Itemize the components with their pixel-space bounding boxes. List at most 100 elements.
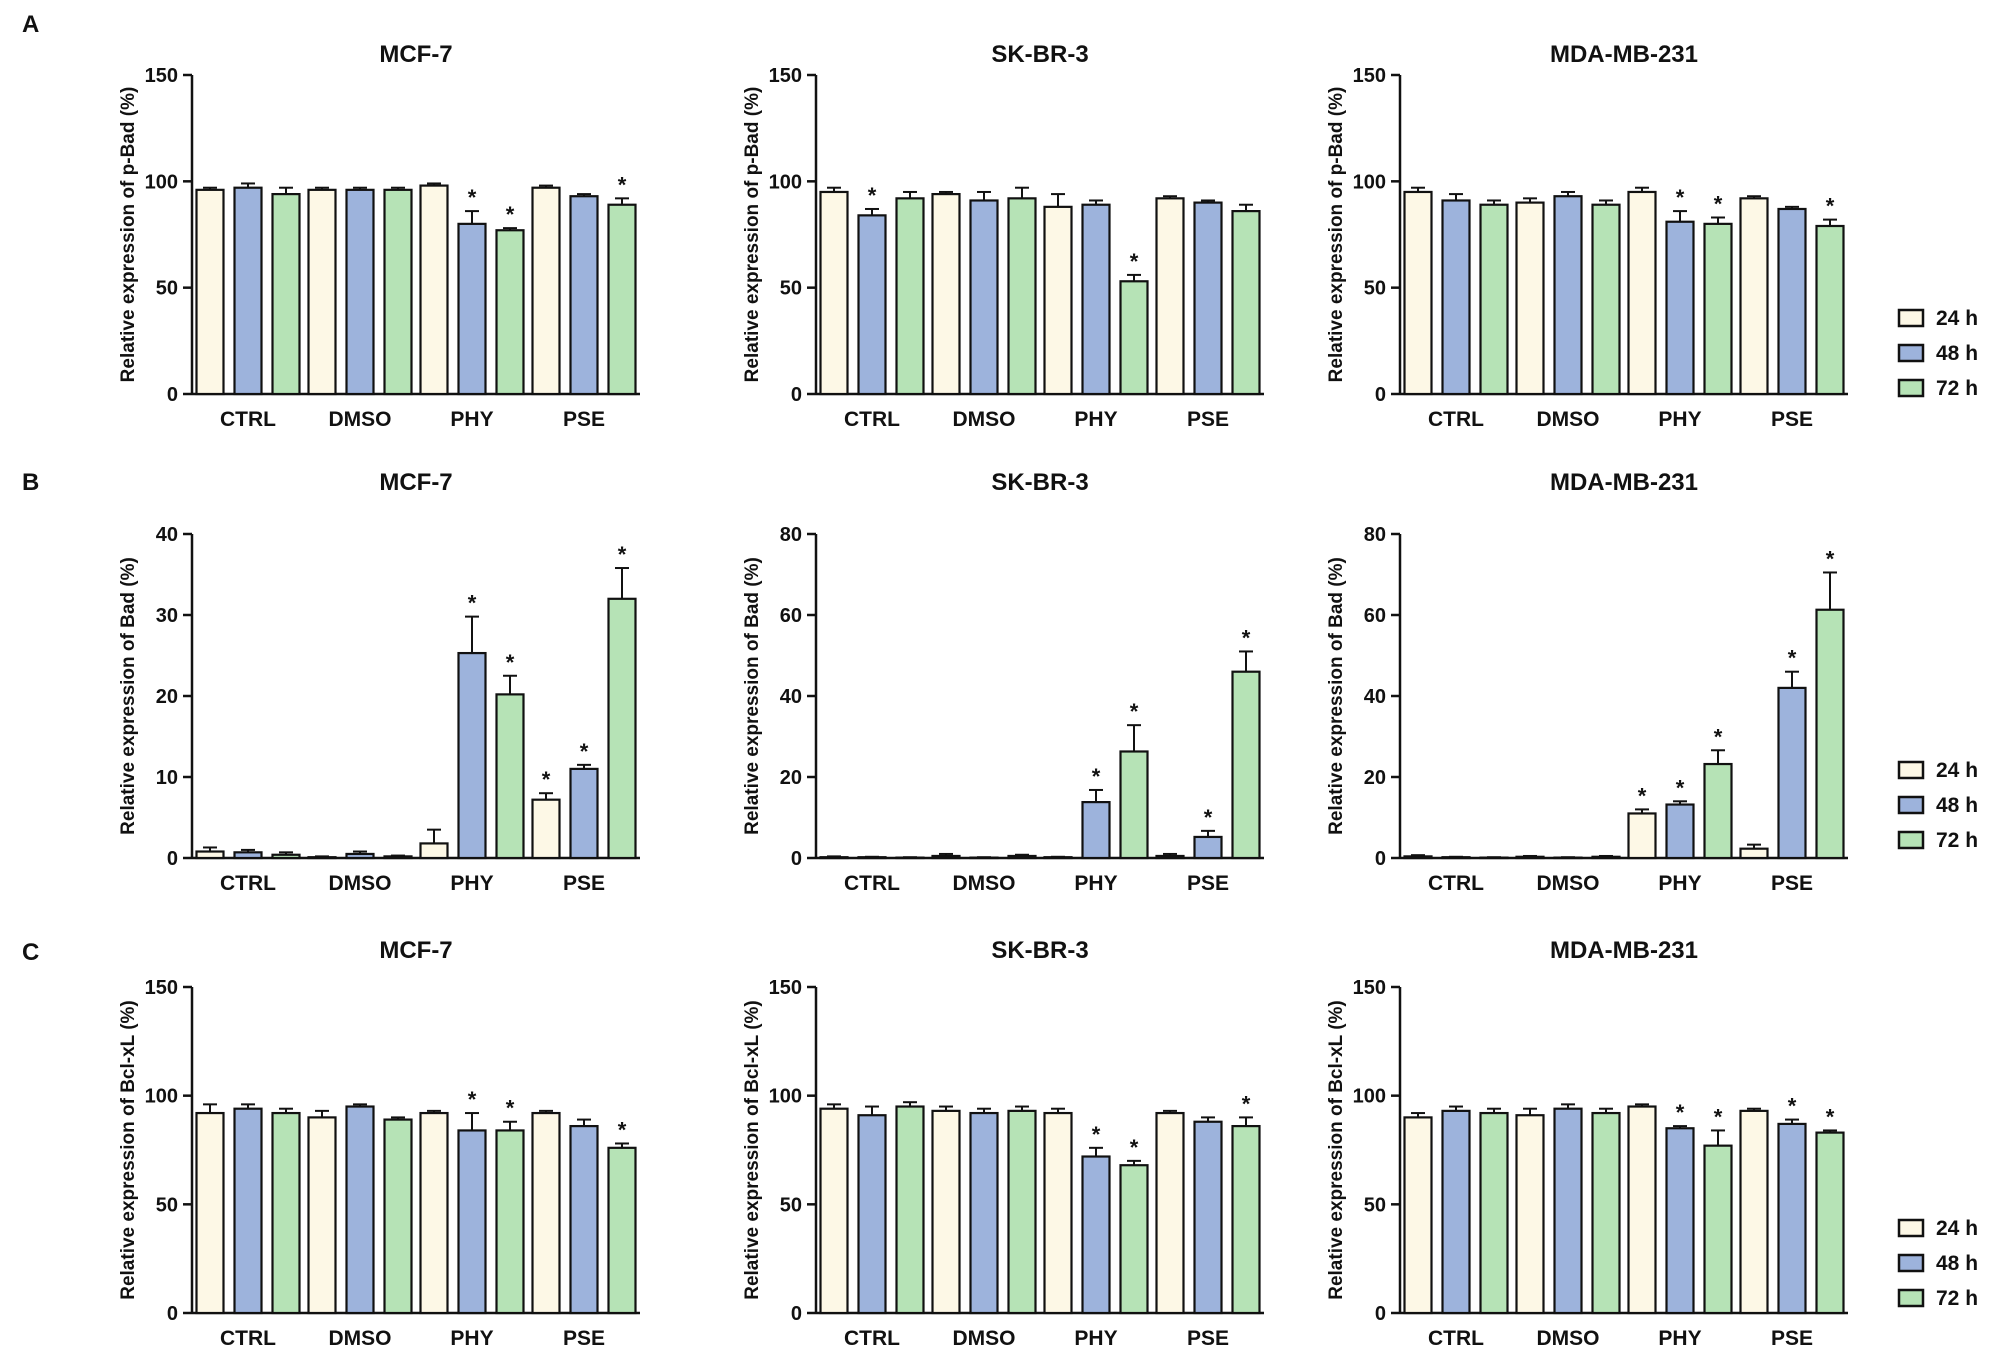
chart-title: MDA-MB-231 [1550, 41, 1698, 68]
legend-swatch [1897, 378, 1925, 398]
bar [1627, 190, 1657, 396]
chart-title: SK-BR-3 [991, 469, 1088, 496]
bar [345, 1105, 375, 1315]
y-tick-label: 150 [769, 977, 802, 999]
bar [1081, 801, 1111, 860]
y-tick-label: 50 [1364, 1194, 1386, 1216]
x-category-label: DMSO [953, 408, 1016, 431]
significance-marker: * [506, 202, 515, 227]
significance-marker: * [1242, 625, 1251, 650]
significance-marker: * [1130, 699, 1139, 724]
chart-title: MCF-7 [379, 937, 452, 964]
bar [1815, 224, 1845, 396]
legends-layer: 24 h 48 h 72 h 24 h 48 h 72 h 24 h 48 h 72 h [1897, 307, 1978, 1310]
y-tick-label: 100 [145, 1086, 178, 1108]
significance-marker: * [1788, 646, 1797, 671]
significance-marker: * [618, 172, 627, 197]
x-category-label: CTRL [844, 872, 900, 895]
bar [1403, 855, 1433, 860]
x-category-label: PHY [450, 1327, 493, 1350]
x-category-label: CTRL [1428, 408, 1484, 431]
legend-swatch [1897, 308, 1925, 328]
significance-marker: * [1676, 775, 1685, 800]
bar [1777, 1122, 1807, 1315]
bar [1403, 1116, 1433, 1315]
bar [1231, 670, 1261, 860]
x-category-label: DMSO [329, 408, 392, 431]
significance-marker: * [506, 650, 515, 675]
y-axis-label: Relative expression of Bad (%) [742, 557, 763, 835]
significance-marker: * [1638, 783, 1647, 808]
bar [1777, 207, 1807, 396]
bar [345, 852, 375, 860]
significance-marker: * [1676, 185, 1685, 210]
bar [1777, 686, 1807, 860]
bar [1591, 1111, 1621, 1315]
chart-title: MCF-7 [379, 469, 452, 496]
bar [1479, 203, 1509, 396]
bar [819, 190, 849, 396]
x-category-label: CTRL [1428, 872, 1484, 895]
bar [383, 1118, 413, 1315]
legend-swatch [1897, 1288, 1925, 1308]
bar [1553, 1107, 1583, 1315]
x-category-label: PSE [1187, 872, 1229, 895]
legend-b: 24 h 48 h 72 h [1897, 759, 1978, 852]
bar [1665, 1127, 1695, 1315]
bar [1441, 199, 1471, 396]
bar [531, 1111, 561, 1315]
x-category-label: PSE [563, 872, 605, 895]
x-category-label: PHY [450, 872, 493, 895]
significance-marker: * [580, 739, 589, 764]
bar [1231, 1124, 1261, 1315]
bar [195, 188, 225, 396]
bar [457, 222, 487, 396]
x-category-label: DMSO [953, 1327, 1016, 1350]
bar [1193, 201, 1223, 396]
significance-marker: * [542, 767, 551, 792]
chart-c-3: MDA-MB-231 Relative expression of Bcl-xL … [1326, 937, 1848, 1350]
x-category-label: PHY [1074, 1327, 1117, 1350]
x-category-label: DMSO [953, 872, 1016, 895]
bar [857, 1114, 887, 1315]
legend-swatch [1897, 1218, 1925, 1238]
y-tick-label: 0 [1375, 1303, 1386, 1325]
chart-title: SK-BR-3 [991, 41, 1088, 68]
y-tick-label: 0 [791, 384, 802, 406]
legend-c: 24 h 48 h 72 h [1897, 1217, 1978, 1310]
y-tick-label: 100 [1353, 171, 1386, 193]
bar [1815, 608, 1845, 860]
y-axis-label: Relative expression of p-Bad (%) [742, 87, 763, 383]
bar [1119, 1164, 1149, 1315]
x-category-label: DMSO [1537, 872, 1600, 895]
x-category-label: PSE [1771, 1327, 1813, 1350]
chart-title: MCF-7 [379, 41, 452, 68]
bar [233, 851, 263, 860]
bar [419, 842, 449, 860]
bar [1043, 205, 1073, 396]
chart-a-2: SK-BR-3 Relative expression of p-Bad (%) 0… [742, 41, 1264, 431]
y-tick-label: 100 [769, 1086, 802, 1108]
y-tick-label: 80 [780, 524, 802, 546]
legend-swatch [1897, 795, 1925, 815]
bar [271, 1111, 301, 1315]
x-category-label: CTRL [220, 408, 276, 431]
y-tick-label: 50 [1364, 278, 1386, 300]
y-tick-label: 150 [1353, 977, 1386, 999]
chart-b-2: SK-BR-3 Relative expression of Bad (%) 0 20… [742, 469, 1264, 895]
bar [1665, 220, 1695, 396]
significance-marker: * [468, 591, 477, 616]
significance-marker: * [1130, 1135, 1139, 1160]
bar [195, 1111, 225, 1315]
panel-letter-a: A [22, 11, 39, 38]
bar [895, 1105, 925, 1315]
bar [1119, 280, 1149, 396]
bar [931, 1109, 961, 1315]
bar [1703, 222, 1733, 396]
significance-marker: * [618, 542, 627, 567]
bar [1739, 847, 1769, 860]
bar [195, 850, 225, 860]
bar [1441, 1109, 1471, 1315]
bar [1155, 197, 1185, 396]
legend-swatch [1897, 1253, 1925, 1273]
